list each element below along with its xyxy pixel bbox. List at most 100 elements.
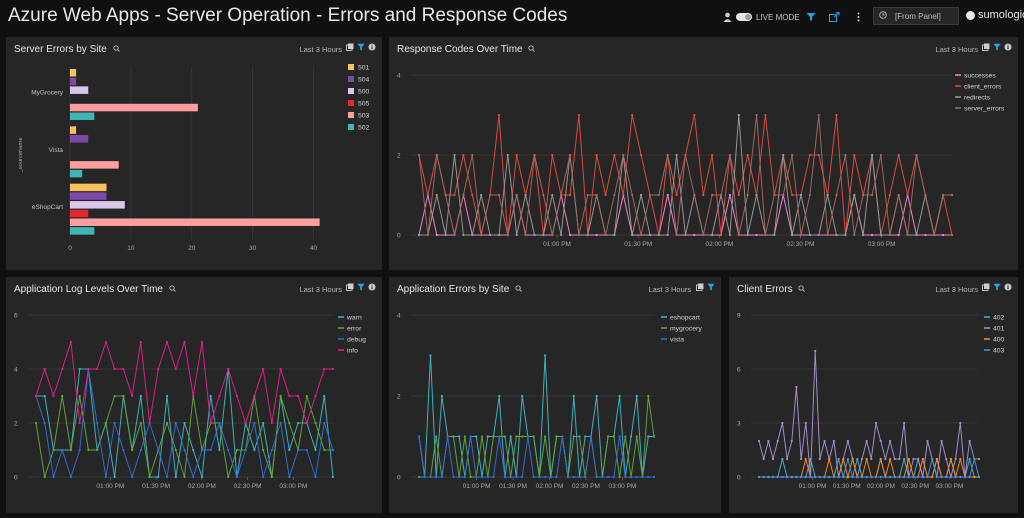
data-point-mygrocery: [452, 435, 455, 438]
data-point-mygrocery: [572, 435, 575, 438]
data-point-info: [139, 340, 142, 344]
open-in-search-icon[interactable]: [346, 43, 354, 51]
data-point-server_errors: [924, 193, 927, 197]
time-range-label[interactable]: Last 3 Hours: [935, 285, 978, 294]
data-point-redirects: [755, 193, 758, 197]
series-line-error: [35, 395, 333, 478]
data-point-403: [945, 475, 948, 479]
search-icon[interactable]: [528, 44, 536, 55]
data-point-redirects: [444, 233, 447, 237]
data-point-server_errors: [426, 233, 429, 237]
bar-503-MyGrocery: [70, 103, 198, 112]
filter-icon[interactable]: [993, 43, 1001, 51]
info-icon[interactable]: [1004, 43, 1012, 51]
data-point-vista: [543, 475, 547, 479]
data-point-400: [804, 457, 807, 461]
open-in-search-icon[interactable]: [696, 283, 704, 291]
filter-icon[interactable]: [806, 0, 816, 34]
data-point-debug: [104, 475, 107, 479]
data-point-401: [865, 439, 868, 443]
data-point-debug: [331, 448, 335, 452]
data-point-vista: [486, 475, 489, 479]
open-in-search-icon[interactable]: [982, 43, 990, 51]
data-point-warn: [43, 394, 46, 398]
data-point-info: [314, 394, 317, 398]
data-point-info: [78, 421, 81, 425]
x-tick-label: 01:30 PM: [499, 483, 527, 490]
search-icon[interactable]: [112, 44, 120, 55]
data-point-403: [912, 475, 915, 479]
data-point-client_errors: [568, 193, 572, 197]
data-point-eshopcart: [521, 394, 524, 398]
data-point-error: [139, 421, 142, 425]
info-icon[interactable]: [1004, 283, 1012, 291]
legend-label-server_errors: server_errors: [964, 106, 1005, 113]
data-point-400: [973, 475, 976, 479]
open-in-search-icon[interactable]: [982, 283, 990, 291]
info-icon[interactable]: [368, 283, 376, 291]
filter-icon[interactable]: [357, 43, 365, 51]
data-point-redirects: [462, 233, 465, 237]
filter-icon[interactable]: [993, 283, 1001, 291]
legend-label-warn: warn: [346, 315, 362, 322]
data-point-403: [903, 475, 906, 479]
toggle-switch[interactable]: [736, 13, 752, 21]
filter-icon[interactable]: [357, 283, 365, 291]
data-point-vista: [641, 475, 644, 479]
share-icon[interactable]: [829, 0, 840, 34]
series-line-successes: [418, 194, 952, 236]
data-point-403: [767, 475, 770, 479]
data-point-mygrocery: [618, 475, 621, 479]
data-point-redirects: [453, 153, 456, 157]
data-point-vista: [526, 435, 530, 438]
search-icon[interactable]: [515, 284, 522, 295]
time-range-label[interactable]: Last 3 Hours: [935, 45, 978, 54]
panel-title: Client Errors: [737, 284, 806, 295]
data-point-redirects: [524, 193, 527, 197]
data-point-warn: [200, 475, 204, 479]
data-point-403: [874, 475, 878, 479]
data-point-redirects: [853, 193, 856, 197]
data-point-info: [218, 394, 221, 398]
data-point-debug: [270, 448, 273, 452]
search-icon[interactable]: [798, 284, 806, 295]
data-point-server_errors: [604, 233, 607, 237]
logo-mark-icon: [966, 10, 975, 20]
data-point-client_errors: [613, 153, 616, 157]
data-point-mygrocery: [503, 435, 507, 438]
time-range-label[interactable]: Last 3 Hours: [299, 45, 342, 54]
data-point-debug: [113, 421, 116, 425]
open-in-search-icon[interactable]: [346, 283, 354, 291]
data-point-client_errors: [639, 153, 643, 157]
data-point-401: [968, 439, 971, 443]
info-icon[interactable]: [368, 43, 376, 51]
data-point-vista: [566, 475, 570, 479]
user-icon[interactable]: [723, 0, 732, 34]
data-point-eshopcart: [440, 394, 444, 398]
time-range-label[interactable]: Last 3 Hours: [299, 285, 342, 294]
data-point-vista: [595, 475, 598, 479]
data-point-403: [865, 475, 868, 479]
y-tick-label: 2: [397, 153, 401, 160]
time-range-label[interactable]: Last 3 Hours: [648, 285, 691, 294]
data-point-server_errors: [942, 193, 945, 197]
data-point-403: [757, 475, 761, 479]
data-point-401: [870, 457, 873, 461]
data-point-client_errors: [631, 113, 634, 117]
more-options-icon[interactable]: [857, 0, 860, 34]
data-point-server_errors: [711, 193, 714, 197]
data-point-warn: [262, 421, 265, 425]
bar-504-Vista: [70, 135, 89, 143]
clock-icon: [879, 11, 887, 21]
data-point-debug: [227, 448, 230, 452]
panel-title-text: Application Errors by Site: [397, 284, 510, 295]
data-point-debug: [296, 448, 300, 452]
search-icon[interactable]: [169, 284, 176, 295]
filter-icon[interactable]: [707, 283, 715, 291]
panel-filter-select[interactable]: [From Panel]: [873, 7, 959, 25]
panel-title: Server Errors by Site: [14, 44, 120, 55]
legend-swatch-504: [348, 76, 354, 82]
live-mode-toggle[interactable]: LIVE MODE: [736, 0, 800, 34]
data-point-error: [148, 475, 151, 479]
data-point-server_errors: [524, 233, 527, 237]
